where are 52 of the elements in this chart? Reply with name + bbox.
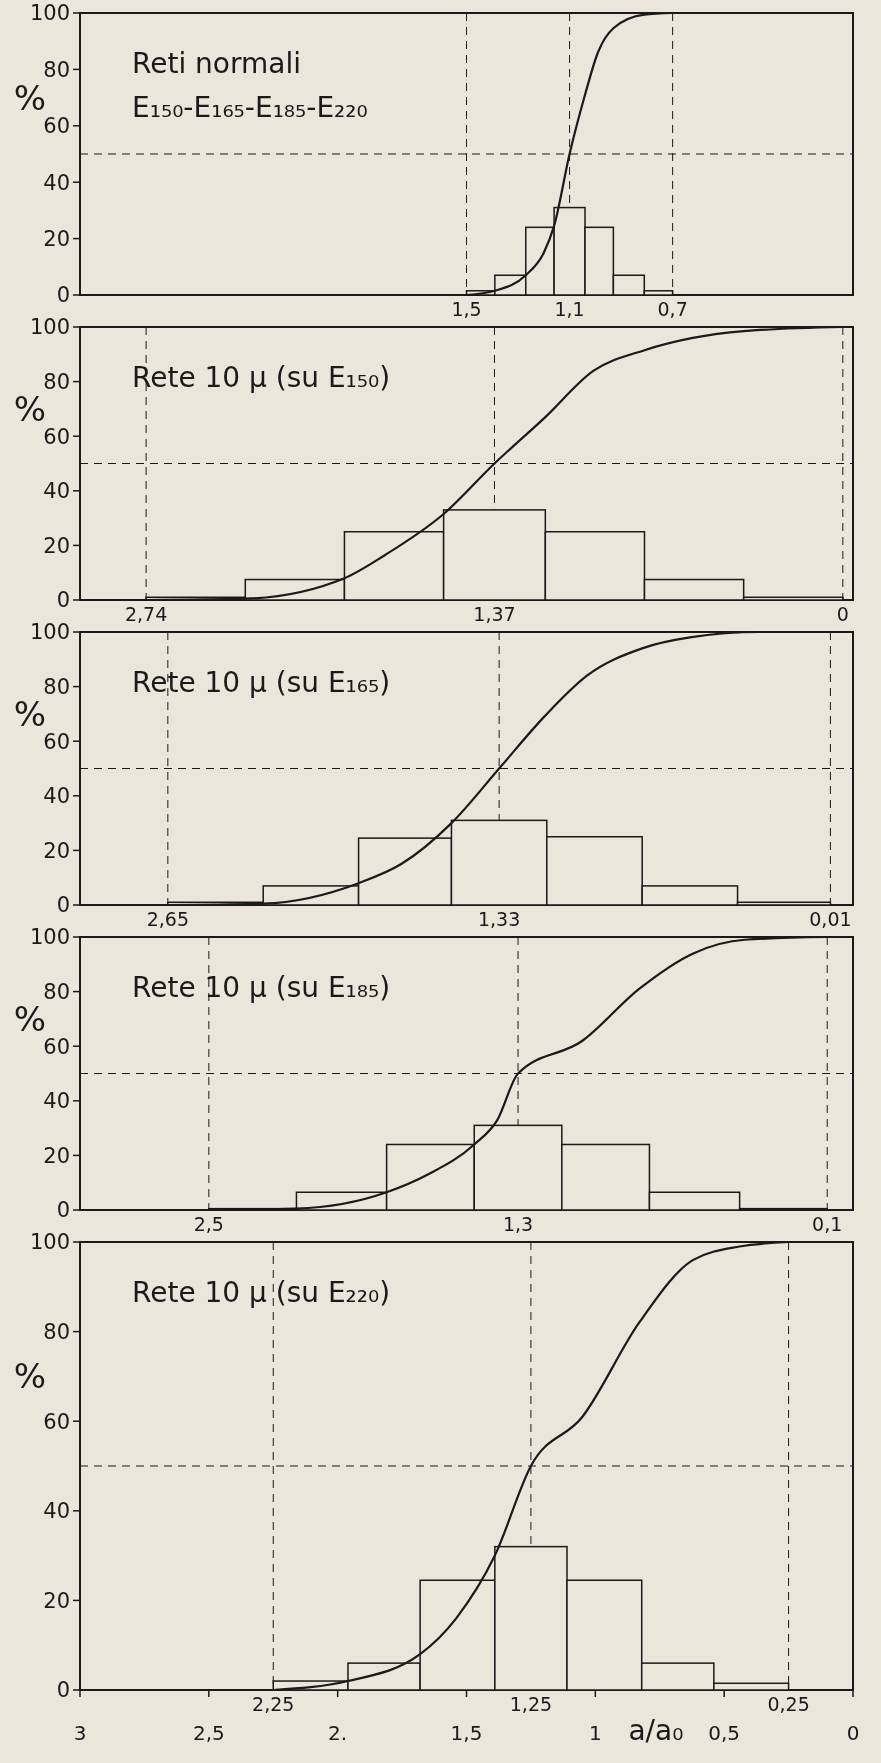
ref-line-label: 0,25 — [767, 1693, 810, 1715]
text: Rete 10 μ (su E₁₅₀) — [132, 361, 391, 394]
ref-line-label: 2,65 — [146, 908, 189, 930]
y-tick-label: 40 — [43, 479, 70, 504]
y-tick-label: 40 — [43, 1089, 70, 1114]
y-tick-label: 100 — [29, 925, 70, 950]
ref-line-label: 0,01 — [809, 908, 852, 930]
y-tick-label: 0 — [56, 1198, 70, 1223]
y-tick-label: 0 — [56, 283, 70, 308]
y-tick-label: 0 — [56, 588, 70, 613]
y-tick-label: 20 — [43, 226, 70, 251]
ref-line-label: 2,25 — [252, 1693, 295, 1715]
ref-line-label: 1,3 — [502, 1213, 534, 1235]
x-tick-label: 2,5 — [192, 1721, 225, 1745]
x-tick-label: 0,5 — [708, 1721, 741, 1745]
x-tick-label: 1 — [588, 1721, 602, 1745]
ref-line-label: 1,33 — [477, 908, 521, 930]
ref-line-label: 2,5 — [193, 1213, 224, 1235]
y-tick-label: 40 — [43, 1499, 70, 1524]
ref-line-label: 1,25 — [509, 1693, 553, 1715]
y-tick-label: 20 — [43, 1143, 70, 1168]
x-axis-title: a/a₀ — [628, 1714, 684, 1747]
y-tick-label: 100 — [29, 1, 70, 26]
x-tick-label: 0 — [846, 1721, 860, 1745]
y-tick-label: 80 — [43, 1319, 70, 1344]
y-tick-label: 0 — [56, 1678, 70, 1703]
y-tick-label: 0 — [56, 893, 70, 918]
ref-line-label: 0,1 — [812, 1213, 843, 1235]
ref-line-label: 0,7 — [657, 298, 688, 320]
ref-line-label: 1,5 — [451, 298, 482, 320]
y-tick-label: 20 — [43, 838, 70, 863]
y-tick-label: 60 — [43, 1409, 70, 1434]
y-tick-label: 100 — [29, 315, 70, 340]
y-axis-title: % — [13, 1356, 47, 1397]
text: Rete 10 μ (su E₁₈₅) — [132, 971, 391, 1004]
text: Rete 10 μ (su E₂₂₀) — [132, 1276, 391, 1309]
ref-line-label: 1,1 — [554, 298, 585, 320]
text: Reti normali — [132, 47, 301, 80]
y-tick-label: 20 — [43, 533, 70, 558]
y-tick-label: 100 — [29, 1230, 70, 1255]
ref-line-label: 0 — [836, 603, 849, 625]
x-tick-label: 1,5 — [450, 1721, 483, 1745]
y-tick-label: 40 — [43, 784, 70, 809]
y-tick-label: 20 — [43, 1588, 70, 1613]
text: E₁₅₀-E₁₆₅-E₁₈₅-E₂₂₀ — [132, 91, 368, 124]
x-tick-label: 2. — [328, 1721, 348, 1745]
y-tick-label: 40 — [43, 170, 70, 195]
ref-line-label: 1,37 — [473, 603, 516, 625]
text: Rete 10 μ (su E₁₆₅) — [132, 666, 391, 699]
y-tick-label: 100 — [29, 620, 70, 645]
ref-line-label: 2,74 — [124, 603, 168, 625]
x-tick-label: 3 — [73, 1721, 87, 1745]
